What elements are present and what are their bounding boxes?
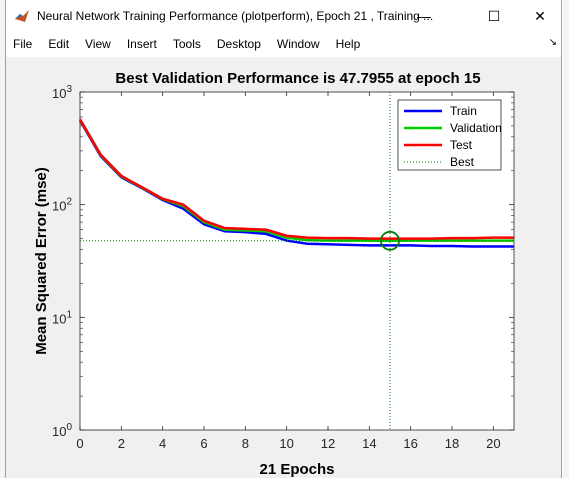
x-tick-label: 8: [242, 436, 249, 451]
x-axis: 0 2 4 6 8 10 12 14 16 18 20: [76, 92, 501, 451]
x-tick-label: 0: [76, 436, 83, 451]
maximize-icon: ☐: [487, 7, 501, 24]
menu-edit[interactable]: Edit: [48, 37, 70, 51]
menu-file[interactable]: File: [13, 37, 33, 51]
menu-help[interactable]: Help: [335, 37, 361, 51]
figure-window: Neural Network Training Performance (plo…: [5, 0, 562, 478]
best-marker-layer: [80, 92, 514, 430]
background-window-strip-right: [563, 0, 569, 478]
maximize-button[interactable]: ☐: [471, 0, 517, 32]
legend-label-validation: Validation: [450, 121, 502, 135]
x-tick-label: 20: [486, 436, 500, 451]
menu-desktop[interactable]: Desktop: [216, 37, 261, 51]
dock-icon[interactable]: ↘: [548, 37, 557, 48]
close-button[interactable]: ✕: [517, 0, 563, 32]
matlab-icon: [14, 8, 30, 24]
y-tick-label: 103: [52, 84, 72, 101]
y-axis: 100 101 102 103: [52, 84, 514, 439]
x-axis-label: 21 Epochs: [259, 461, 334, 478]
menu-view[interactable]: View: [85, 37, 111, 51]
figure-area: Best Validation Performance is 47.7955 a…: [6, 57, 561, 478]
title-bar: Neural Network Training Performance (plo…: [6, 0, 561, 32]
window-title: Neural Network Training Performance (plo…: [37, 9, 434, 23]
y-axis-label: Mean Squared Error (mse): [33, 167, 50, 355]
y-tick-label: 100: [52, 422, 72, 439]
menu-bar: File Edit View Insert Tools Desktop Wind…: [6, 32, 561, 56]
performance-chart[interactable]: Best Validation Performance is 47.7955 a…: [6, 57, 562, 478]
legend-label-best: Best: [450, 155, 475, 169]
y-tick-label: 102: [52, 197, 72, 214]
legend[interactable]: Train Validation Test Best: [397, 99, 502, 171]
series-line-test: [78, 118, 514, 240]
series-layer: [78, 118, 514, 248]
x-tick-label: 18: [445, 436, 459, 451]
x-tick-label: 10: [279, 436, 293, 451]
minimize-icon: —: [417, 8, 431, 24]
menu-tools[interactable]: Tools: [172, 37, 201, 51]
x-tick-label: 16: [403, 436, 417, 451]
x-tick-label: 4: [159, 436, 166, 451]
x-tick-label: 6: [200, 436, 207, 451]
legend-label-test: Test: [450, 138, 473, 152]
y-tick-label: 101: [52, 309, 72, 326]
x-tick-label: 2: [118, 436, 125, 451]
x-tick-label: 14: [362, 436, 376, 451]
close-icon: ✕: [534, 7, 546, 24]
best-point-marker: [380, 230, 400, 251]
menu-insert[interactable]: Insert: [126, 37, 157, 51]
chart-title: Best Validation Performance is 47.7955 a…: [115, 70, 480, 87]
legend-label-train: Train: [450, 104, 477, 118]
menu-window[interactable]: Window: [276, 37, 320, 51]
minimize-button[interactable]: —: [401, 0, 447, 32]
x-tick-label: 12: [321, 436, 335, 451]
